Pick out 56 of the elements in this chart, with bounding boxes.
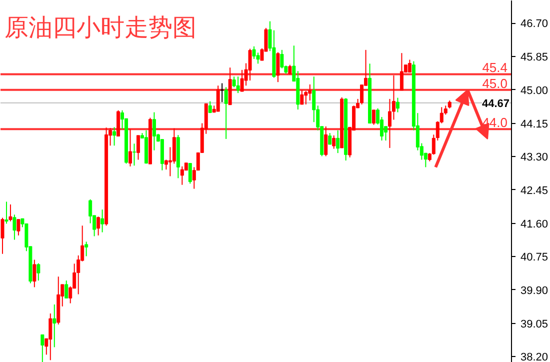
candlestick — [52, 304, 56, 348]
candlestick — [372, 109, 376, 126]
candlestick — [8, 204, 12, 222]
candlestick — [40, 334, 44, 362]
candlestick — [248, 48, 252, 82]
y-tick-label: 39.05 — [520, 318, 548, 330]
candlestick — [328, 132, 332, 145]
ref-line-label: 45.4 — [482, 60, 508, 76]
candlestick — [308, 84, 312, 102]
candlestick — [400, 52, 404, 91]
y-tick-label: 40.75 — [520, 252, 548, 264]
candlestick — [332, 134, 336, 150]
candlestick — [100, 209, 104, 233]
candlestick — [96, 216, 100, 236]
candlestick — [224, 86, 228, 140]
candlestick — [16, 218, 20, 236]
candlestick — [236, 76, 240, 94]
candlestick — [180, 166, 184, 186]
candlestick — [36, 262, 40, 282]
candlestick — [304, 90, 308, 105]
y-tick-label: 39.90 — [520, 284, 548, 297]
y-tick-label: 45.85 — [520, 52, 548, 64]
y-tick-label: 46.70 — [520, 18, 548, 30]
candlestick — [276, 52, 280, 83]
text: 原油四小时走势图 — [4, 14, 196, 42]
candlestick — [336, 130, 340, 154]
candlestick — [112, 126, 116, 146]
candlestick — [128, 128, 132, 167]
candlestick — [288, 64, 292, 76]
candlestick — [152, 112, 156, 151]
candlestick — [396, 97, 400, 113]
candlestick — [408, 59, 412, 73]
y-tick-label: 44.15 — [520, 118, 548, 130]
candlestick — [132, 143, 136, 166]
candlestick — [84, 241, 88, 257]
candlestick — [0, 217, 4, 254]
candlestick — [32, 259, 36, 288]
ref-line-label: 45.0 — [482, 76, 508, 91]
y-tick-label: 43.30 — [520, 152, 548, 164]
candlestick — [324, 126, 328, 157]
candlestick — [136, 134, 140, 160]
candlestick — [300, 89, 304, 105]
candlestick — [252, 46, 256, 60]
candlestick — [64, 280, 68, 299]
annotation: 44.67 — [482, 98, 510, 110]
candlestick — [188, 162, 192, 184]
candlestick — [220, 82, 224, 103]
y-tick-label: 45.00 — [520, 84, 548, 97]
y-tick-label: 41.60 — [520, 218, 548, 230]
y-tick-label: 42.45 — [520, 184, 548, 197]
candlestick — [172, 128, 176, 164]
y-tick-label: 38.20 — [520, 352, 548, 362]
candlestick — [216, 85, 220, 112]
candlestick — [12, 214, 16, 240]
candlestick — [48, 312, 52, 361]
candlestick — [4, 201, 8, 224]
